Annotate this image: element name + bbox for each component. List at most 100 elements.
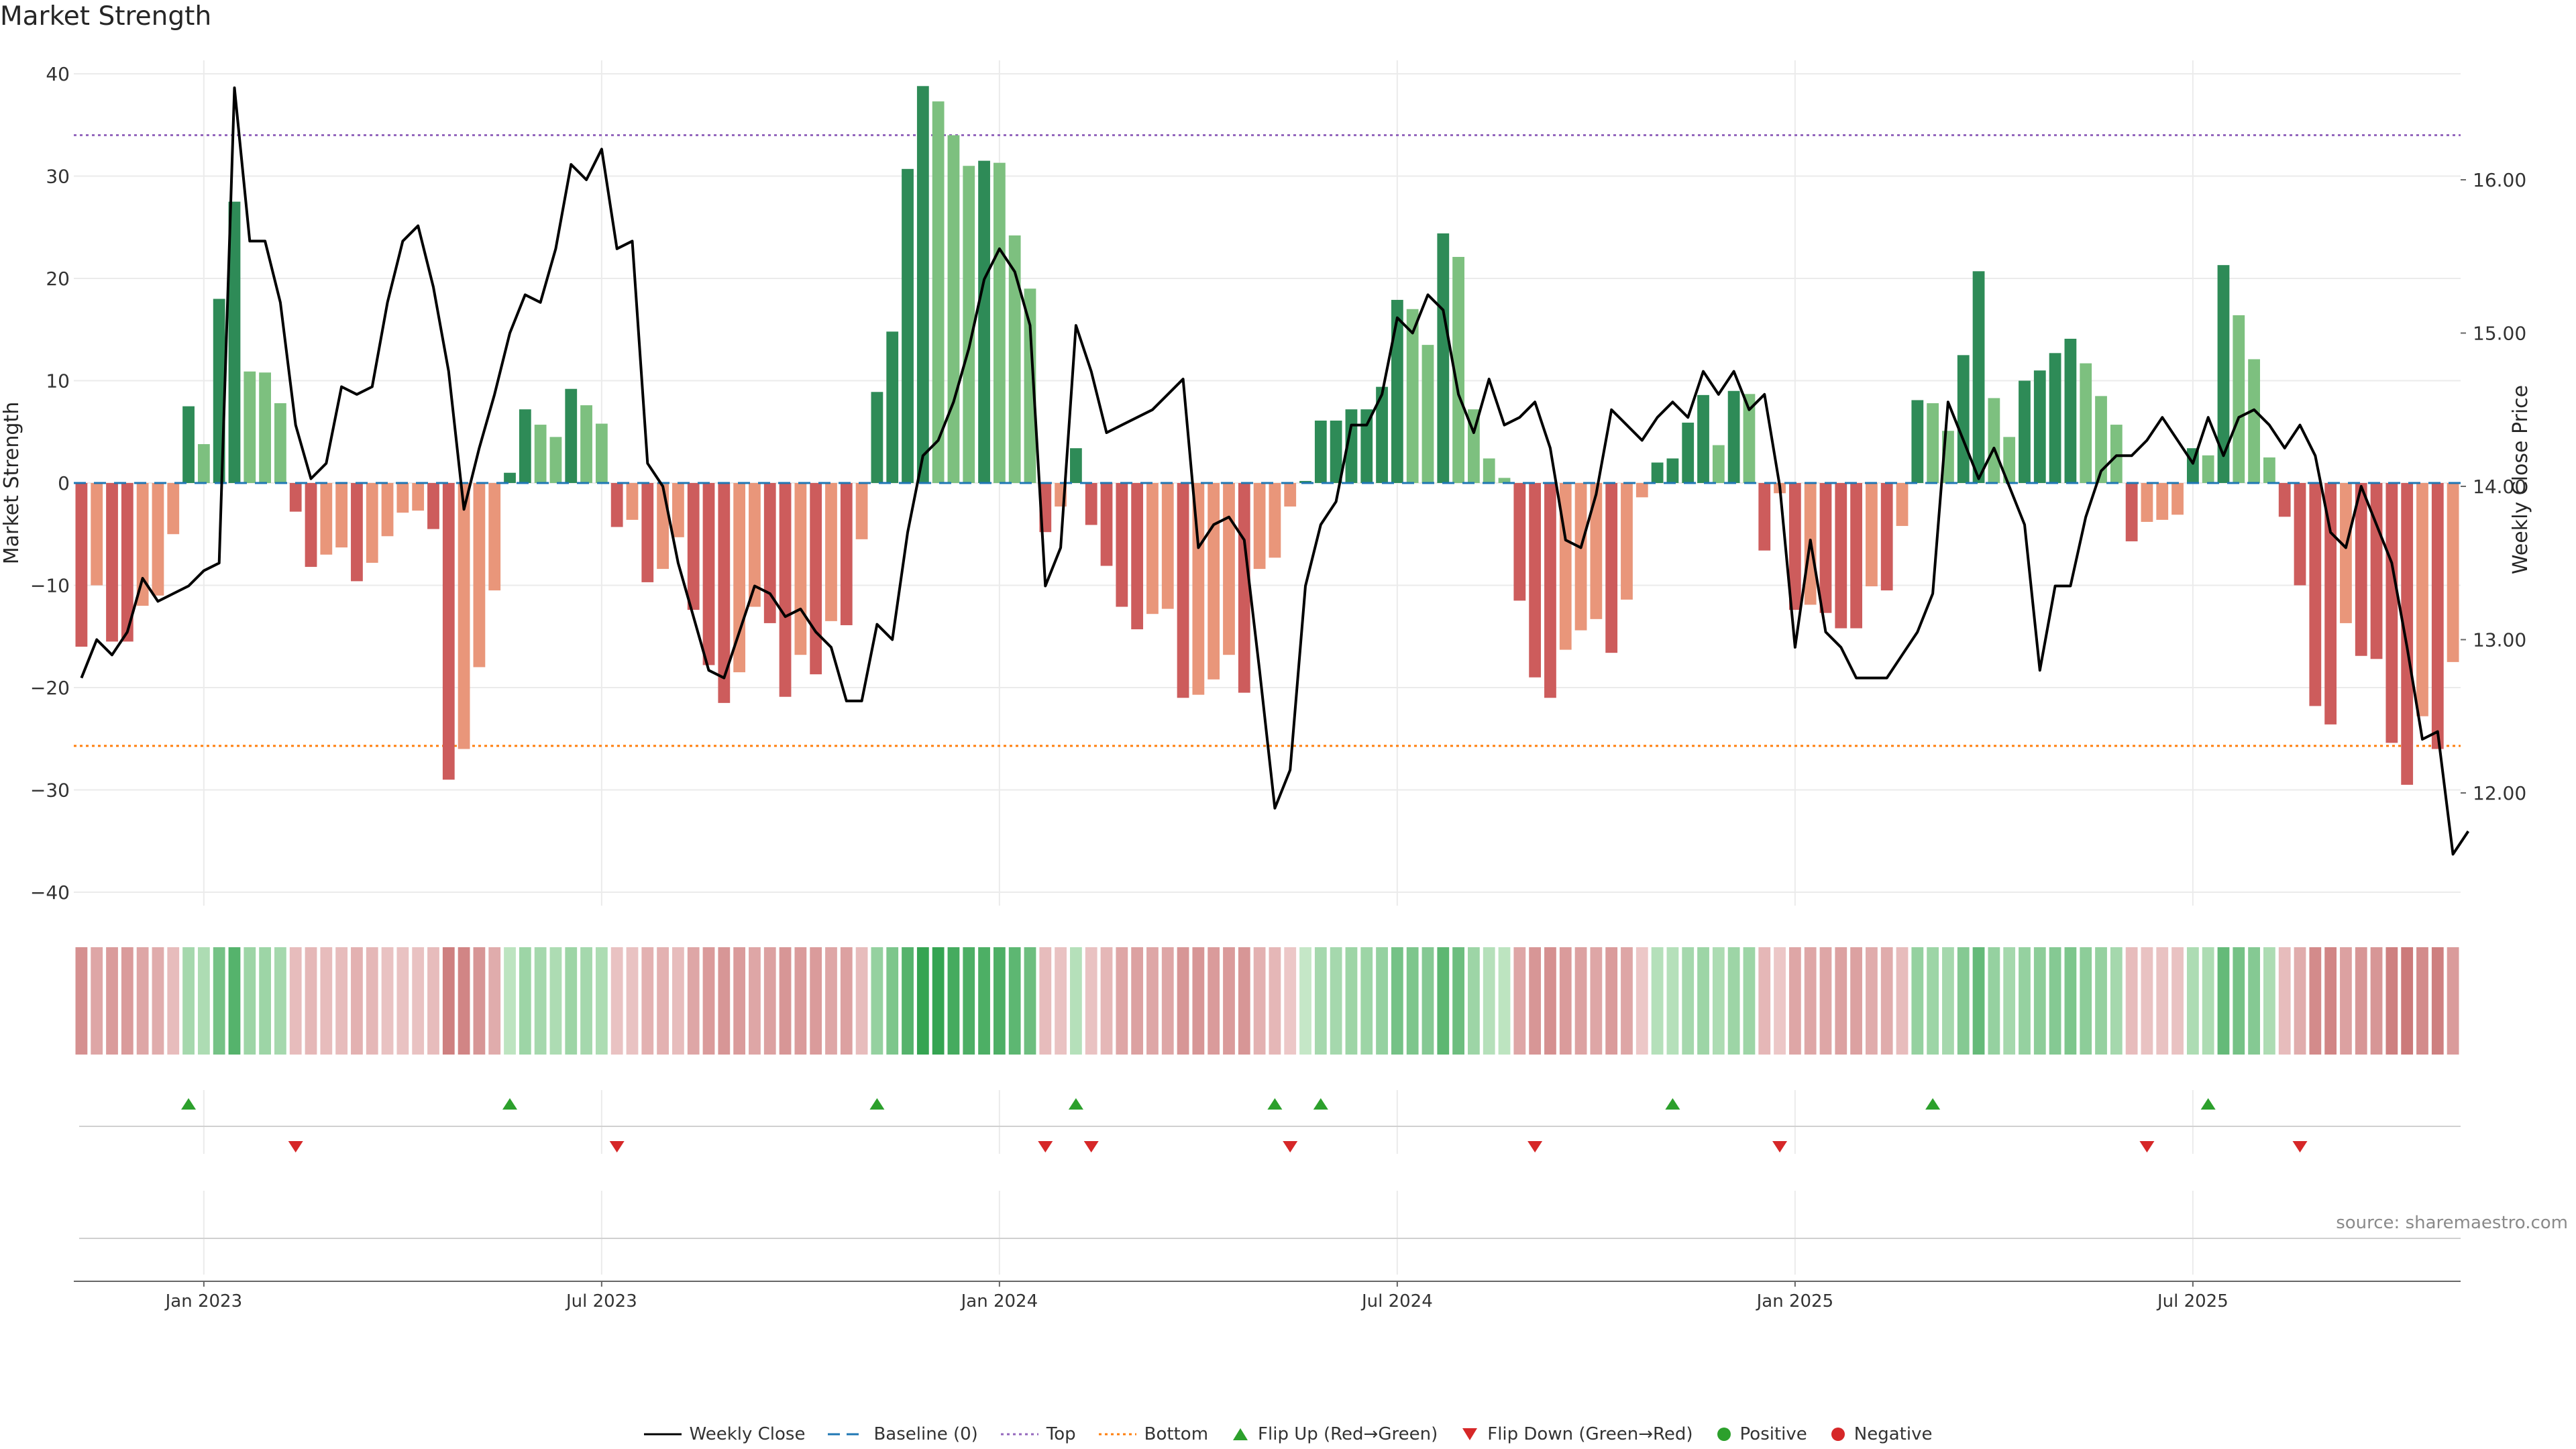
strength-bar bbox=[2202, 455, 2214, 483]
strength-bar bbox=[1635, 483, 1648, 498]
axis-layer: 40 30 20 10 0 −10 −20 −30 −40 16.00 15.00 14.00 13.0… bbox=[30, 63, 2526, 904]
strength-bar bbox=[1177, 483, 1189, 698]
strength-bar bbox=[2385, 483, 2398, 743]
strip-cell bbox=[2263, 947, 2275, 1055]
strip-cell bbox=[1238, 947, 1250, 1055]
strip-cell bbox=[2080, 947, 2092, 1055]
strength-bar bbox=[259, 372, 271, 483]
legend-item-bottom[interactable]: Bottom bbox=[1098, 1424, 1208, 1444]
strength-bar bbox=[2033, 370, 2046, 483]
y2-tick-label: 16.00 bbox=[2473, 169, 2526, 191]
legend-item-flip-down[interactable]: Flip Down (Green→Red) bbox=[1460, 1424, 1693, 1444]
strip-cell bbox=[1574, 947, 1587, 1055]
strip-cell bbox=[2233, 947, 2245, 1055]
strip-cell bbox=[1988, 947, 2000, 1055]
strip-cell bbox=[810, 947, 822, 1055]
strip-cell bbox=[1131, 947, 1144, 1055]
strip-cell bbox=[274, 947, 286, 1055]
strip-cell bbox=[381, 947, 394, 1055]
strip-cell bbox=[121, 947, 133, 1055]
strip-cell bbox=[1360, 947, 1373, 1055]
strength-bar bbox=[2095, 396, 2107, 483]
strength-bar bbox=[1712, 445, 1725, 483]
strength-bar bbox=[1161, 483, 1174, 609]
flip-up-marker bbox=[1313, 1098, 1328, 1110]
strength-bar bbox=[121, 483, 133, 642]
strip-cell bbox=[2033, 947, 2046, 1055]
strength-bar bbox=[2431, 483, 2444, 749]
strength-bar bbox=[1788, 483, 1801, 610]
legend-item-weekly-close[interactable]: Weekly Close bbox=[643, 1424, 805, 1444]
strip-cell bbox=[1559, 947, 1572, 1055]
flip-up-marker bbox=[869, 1098, 885, 1110]
strength-bar bbox=[366, 483, 378, 563]
strength-bar bbox=[687, 483, 700, 610]
flip-down-marker bbox=[288, 1141, 303, 1152]
strip-cell bbox=[2309, 947, 2322, 1055]
strip-cell bbox=[1421, 947, 1434, 1055]
chart-legend: Weekly Close Baseline (0) Top Bottom Fli… bbox=[0, 1421, 2576, 1448]
strength-bar bbox=[549, 437, 562, 483]
strip-cell bbox=[2019, 947, 2031, 1055]
strength-bar bbox=[2278, 483, 2291, 517]
strip-cell bbox=[702, 947, 715, 1055]
strength-bar bbox=[886, 331, 899, 483]
strip-cell bbox=[1651, 947, 1664, 1055]
strength-bar bbox=[320, 483, 333, 555]
y2-tick-label: 13.00 bbox=[2473, 629, 2526, 651]
legend-item-flip-up[interactable]: Flip Up (Red→Green) bbox=[1231, 1424, 1438, 1444]
strip-cell bbox=[213, 947, 225, 1055]
strength-bar bbox=[2447, 483, 2459, 662]
strength-bar bbox=[1238, 483, 1250, 693]
strength-bar bbox=[947, 135, 960, 483]
line-swatch-icon bbox=[643, 1433, 682, 1436]
strip-cell bbox=[1299, 947, 1311, 1055]
strength-bar bbox=[840, 483, 853, 625]
x-tick-label: Jan 2023 bbox=[164, 1291, 243, 1311]
strip-cell bbox=[167, 947, 180, 1055]
strength-bar bbox=[2217, 265, 2230, 483]
x-tick-label: Jan 2025 bbox=[1756, 1291, 1834, 1311]
strip-cell bbox=[902, 947, 914, 1055]
strip-cell bbox=[1621, 947, 1633, 1055]
strip-cell bbox=[840, 947, 853, 1055]
strength-bar bbox=[626, 483, 639, 520]
x-tick-label: Jan 2024 bbox=[960, 1291, 1038, 1311]
legend-item-baseline[interactable]: Baseline (0) bbox=[828, 1424, 978, 1444]
strip-cell bbox=[2171, 947, 2184, 1055]
strip-cell bbox=[1896, 947, 1909, 1055]
strip-cell bbox=[320, 947, 333, 1055]
strip-cell bbox=[978, 947, 990, 1055]
strip-cell bbox=[1743, 947, 1756, 1055]
strength-bar bbox=[1911, 400, 1924, 483]
strength-bar bbox=[963, 166, 975, 483]
strip-cell bbox=[1208, 947, 1220, 1055]
legend-item-positive[interactable]: Positive bbox=[1716, 1424, 1807, 1444]
strength-bar bbox=[1284, 483, 1297, 507]
strength-bar bbox=[427, 483, 439, 529]
strength-bar bbox=[1330, 420, 1342, 483]
strip-cell bbox=[1866, 947, 1878, 1055]
strip-cell bbox=[733, 947, 746, 1055]
strip-cell bbox=[2370, 947, 2383, 1055]
y-tick-label: −10 bbox=[30, 575, 70, 597]
strip-cell bbox=[2401, 947, 2414, 1055]
legend-label: Positive bbox=[1739, 1424, 1807, 1444]
strip-cell bbox=[2217, 947, 2230, 1055]
strip-cell bbox=[1927, 947, 1939, 1055]
x-tick-label: Jul 2023 bbox=[565, 1291, 637, 1311]
strip-cell bbox=[2202, 947, 2214, 1055]
strip-cell bbox=[886, 947, 899, 1055]
strength-bar bbox=[902, 168, 914, 483]
strength-bar bbox=[412, 483, 425, 511]
flip-up-marker bbox=[1068, 1098, 1083, 1110]
strength-bar bbox=[1100, 483, 1113, 566]
strength-bar bbox=[182, 406, 195, 483]
strength-bar bbox=[1590, 483, 1603, 619]
strength-bar bbox=[2110, 425, 2123, 483]
legend-item-negative[interactable]: Negative bbox=[1830, 1424, 1932, 1444]
legend-item-top[interactable]: Top bbox=[1000, 1424, 1076, 1444]
strip-cell bbox=[657, 947, 669, 1055]
strength-bar bbox=[1391, 300, 1403, 483]
strip-cell bbox=[2095, 947, 2107, 1055]
